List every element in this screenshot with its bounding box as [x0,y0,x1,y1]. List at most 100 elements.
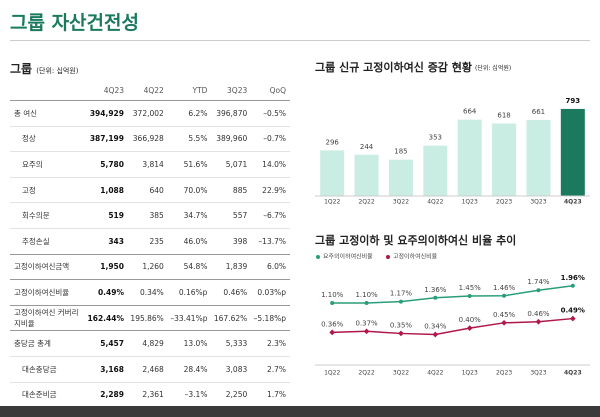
cell: 396,870 [211,100,252,127]
cell: 557 [211,202,252,229]
cell: 6.2% [167,100,212,127]
table-row: 회수의문 519 385 34.7% 557 –6.7% [10,202,290,229]
x-tick-label: 1Q23 [462,370,478,377]
value-label: 244 [360,143,374,151]
chart-unit: (단위: 십억원) [475,64,511,72]
cell: 2,289 [85,382,128,409]
value-label: 1.45% [459,284,482,292]
cell: –0.5% [251,100,290,127]
table-row: 총 여신 394,929 372,002 6.2% 396,870 –0.5% [10,100,290,127]
cell: 366,928 [128,126,168,153]
row-label: 추정손실 [10,228,85,255]
cell: –33.41%p [167,305,212,332]
cell: –13.7% [251,228,290,255]
row-label: 고정이하여신 커버리지비율 [10,305,85,332]
cell: 398 [211,228,252,255]
cell: 6.0% [251,254,290,281]
x-tick-label: 1Q22 [324,199,340,206]
cell: 13.0% [167,330,212,357]
footer-band [0,406,600,417]
value-label: 353 [429,134,442,142]
cell: 5,333 [211,330,252,357]
cell: –6.7% [251,202,290,229]
bar [457,119,482,196]
divider [10,40,590,41]
chart-title: 그룹 신규 고정이하여신 증감 현황 (단위: 십억원) [315,60,511,74]
point [330,301,335,305]
bar [492,123,517,196]
legend-marker [386,255,390,259]
bar [388,159,413,196]
cell: 372,002 [128,100,168,127]
point [467,294,472,298]
row-label: 총 여신 [10,100,85,127]
cell: 3,083 [211,356,252,383]
header-cell: 3Q23 [211,80,252,101]
table-row: 고정이하여신금액 1,950 1,260 54.8% 1,839 6.0% [10,254,290,281]
value-label: 0.49% [561,307,585,315]
table-row: 대손충당금 3,168 2,468 28.4% 3,083 2.7% [10,356,290,383]
cell: 28.4% [167,356,212,383]
line [332,285,573,304]
cell: 2.7% [251,356,290,383]
cell: 195.86% [128,305,168,332]
cell: 70.0% [167,177,212,204]
cell: 0.34% [128,279,168,306]
value-label: 1.36% [424,286,447,294]
point [570,283,575,288]
line [332,317,573,336]
point [536,288,541,293]
cell: 1,839 [211,254,252,281]
table-row: 정상 387,199 366,928 5.5% 389,960 –0.7% [10,126,290,153]
cell: 34.7% [167,202,212,229]
x-tick-label: 1Q22 [324,370,340,377]
bar [354,154,379,196]
table-row: 고정 1,088 640 70.0% 885 22.9% [10,177,290,204]
value-label: 661 [532,108,545,116]
row-label: 대손충당금 [10,356,85,383]
value-label: 0.34% [424,323,447,331]
cell: 3,168 [85,356,128,383]
cell: 54.8% [167,254,212,281]
x-tick-label: 4Q23 [564,199,582,206]
table-row: 추정손실 343 235 46.0% 398 –13.7% [10,228,290,255]
point [432,331,439,338]
legend-marker [316,255,320,259]
cell: 2.3% [251,330,290,357]
table-title: 그룹 (단위: 십억원) [10,60,79,77]
x-tick-label: 3Q22 [393,199,409,206]
bar [560,108,585,196]
point [329,329,336,336]
cell: 387,199 [85,126,128,153]
x-tick-label: 1Q23 [462,199,478,206]
table: 4Q23 4Q22 YTD 3Q23 QoQ 총 여신 394,929 372,002 6.2%… [10,80,290,409]
cell: 51.6% [167,151,212,178]
bar [526,119,551,196]
cell: 167.62% [211,305,252,332]
table-row: 고정이하여신비율 0.49% 0.34% 0.16%p 0.46% 0.03%p [10,279,290,306]
cell: 519 [85,202,128,229]
cell: 5,780 [85,151,128,178]
value-label: 1.10% [355,291,378,299]
cell: 5,071 [211,151,252,178]
x-tick-label: 2Q22 [358,370,374,377]
cell: 385 [128,202,168,229]
value-label: 1.10% [321,291,344,299]
row-label: 회수의문 [10,202,85,229]
cell: 235 [128,228,168,255]
legend-label: 고정이하여신비율 [393,253,438,261]
point [569,315,576,322]
cell: 1,950 [85,254,128,281]
row-label: 정상 [10,126,85,153]
point [535,318,542,325]
x-tick-label: 2Q22 [358,199,374,206]
cell: –0.7% [251,126,290,153]
value-label: 618 [497,112,510,120]
value-label: 296 [326,138,340,146]
value-label: 0.46% [527,310,550,318]
cell: 3,814 [128,151,168,178]
header-cell: 4Q22 [128,80,168,101]
table-row: 요주의 5,780 3,814 51.6% 5,071 14.0% [10,151,290,178]
cell: 22.9% [251,177,290,204]
cell: 0.03%p [251,279,290,306]
